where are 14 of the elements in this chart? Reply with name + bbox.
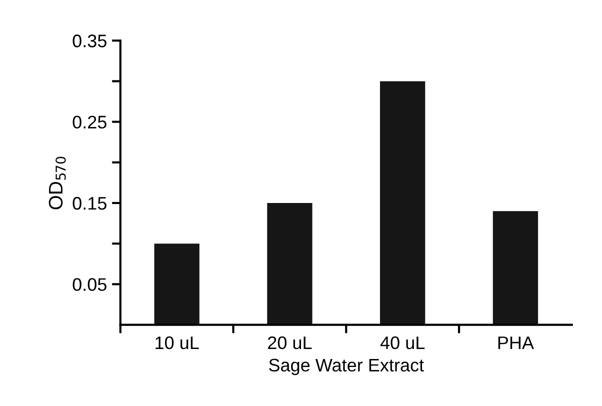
bar	[267, 203, 312, 325]
y-tick-label: 0.05	[72, 278, 106, 291]
x-axis-title: Sage Water Extract	[269, 358, 424, 376]
y-axis-title: OD$_{570}$	[48, 156, 66, 210]
bar	[492, 211, 538, 325]
y-tick-label: 0.15	[72, 196, 106, 210]
x-tick-label: 10 uL	[156, 336, 199, 350]
bar	[154, 244, 200, 325]
y-tick-label: 0.35	[72, 34, 106, 48]
x-tick-label: PHA	[498, 336, 534, 349]
x-tick-label: 40 uL	[380, 336, 425, 350]
y-tick-label: 0.25	[72, 116, 106, 129]
x-tick-label: 20 uL	[268, 336, 312, 350]
bar	[380, 81, 426, 325]
